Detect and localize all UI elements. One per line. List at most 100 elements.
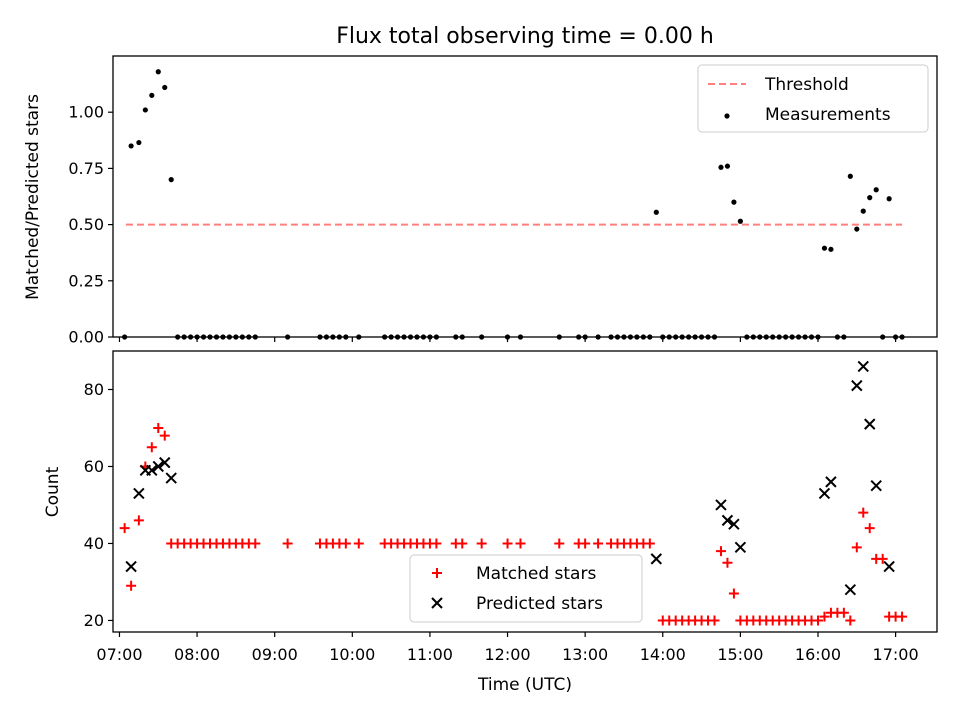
measurement-point: [867, 195, 873, 201]
predicted-star-point: [728, 518, 740, 530]
measurement-point: [860, 208, 866, 214]
measurement-point: [155, 69, 161, 75]
predicted-star-point: [715, 499, 727, 511]
measurement-point: [142, 107, 148, 113]
top-y-axis: 0.00 0.25 0.50 0.75 1.00: [68, 103, 113, 347]
chart-title: Flux total observing time = 0.00 h: [336, 24, 714, 49]
top-y-tick-label: 0.75: [68, 159, 104, 178]
bottom-y-axis-label: Count: [43, 466, 63, 517]
top-legend: Threshold Measurements: [697, 64, 929, 133]
measurement-point: [847, 173, 853, 179]
predicted-star-point: [870, 480, 882, 492]
matched-star-point: [812, 615, 823, 626]
matched-star-point: [457, 538, 468, 549]
matched-star-point: [502, 538, 513, 549]
measurement-point: [886, 196, 892, 202]
measurement-point: [873, 187, 879, 193]
bottom-x-tick-label: 14:00: [640, 645, 686, 664]
top-y-axis-label: Matched/Predicted stars: [23, 94, 43, 300]
predicted-star-point: [146, 464, 158, 477]
measurement-point: [854, 226, 860, 232]
top-x-axis: [118, 337, 897, 342]
bottom-x-tick-label: 11:00: [407, 645, 453, 664]
matched-star-point: [250, 538, 261, 549]
bottom-plot-frame: [112, 350, 938, 633]
predicted-stars-legend-label: Predicted stars: [476, 594, 603, 614]
measurement-point: [731, 199, 737, 205]
matched-stars-legend-marker: [432, 568, 442, 578]
bottom-legend-box: [409, 554, 643, 623]
bottom-x-tick-label: 10:00: [329, 645, 375, 664]
matched-star-point: [644, 538, 655, 549]
measurement-point: [737, 218, 743, 224]
measurement-points: [122, 69, 905, 340]
matched-star-point: [845, 615, 856, 626]
matched-star-point: [159, 430, 170, 441]
matched-star-point: [119, 523, 130, 534]
measurement-point: [724, 163, 731, 169]
matched-stars-points: [119, 422, 908, 626]
predicted-star-point: [159, 456, 171, 469]
bottom-x-axis-label: Time (UTC): [477, 675, 572, 695]
matched-star-point: [554, 538, 565, 549]
measurement-point: [821, 245, 828, 251]
predicted-stars-legend-marker: [431, 597, 443, 609]
matched-star-point: [146, 442, 157, 453]
top-y-tick-label: 0.00: [68, 328, 104, 347]
bottom-x-tick-label: 08:00: [174, 645, 220, 664]
predicted-stars-points: [125, 360, 895, 596]
predicted-star-point: [818, 487, 831, 500]
bottom-y-tick-label: 20: [84, 611, 104, 630]
matched-star-point: [126, 580, 137, 591]
top-plot-frame: [112, 55, 938, 338]
predicted-star-point: [721, 514, 734, 527]
matched-star-point: [709, 615, 720, 626]
measurement-point: [168, 177, 174, 183]
measurement-point: [128, 143, 134, 149]
matched-star-point: [353, 538, 364, 549]
matched-star-point: [819, 611, 830, 622]
matched-star-point: [593, 538, 604, 549]
matched-star-point: [580, 538, 591, 549]
bottom-y-tick-label: 40: [84, 534, 104, 553]
measurements-legend-marker: [724, 113, 730, 119]
matched-star-point: [728, 588, 739, 599]
measurement-point: [136, 139, 142, 146]
measurements-legend-label: Measurements: [765, 105, 891, 125]
matched-star-point: [153, 422, 164, 433]
top-y-tick-label: 1.00: [68, 103, 104, 122]
bottom-legend: Matched stars Predicted stars: [409, 554, 643, 623]
bottom-x-tick-label: 09:00: [252, 645, 298, 664]
top-panel: 0.00 0.25 0.50 0.75 1.00 Matched/Predicted s…: [23, 55, 938, 347]
matched-star-point: [715, 546, 726, 557]
predicted-star-point: [883, 560, 895, 573]
matched-star-point: [877, 553, 888, 564]
predicted-star-point: [825, 476, 837, 488]
matched-star-point: [864, 523, 875, 534]
bottom-panel: 20 40 60 80 07:00 08:00 09:00 10:00 11:00 12:00 1…: [43, 350, 938, 695]
predicted-star-point: [133, 487, 145, 500]
measurement-point: [718, 164, 724, 170]
matched-star-point: [431, 538, 442, 549]
bottom-x-tick-label: 12:00: [484, 645, 530, 664]
measurement-point: [653, 209, 659, 215]
top-legend-box: [697, 64, 929, 133]
bottom-x-tick-label: 15:00: [717, 645, 763, 664]
matched-star-point: [858, 507, 869, 518]
bottom-x-axis: 07:00 08:00 09:00 10:00 11:00 12:00 13:00 14:00…: [96, 632, 919, 664]
top-y-tick-label: 0.25: [68, 271, 104, 290]
matched-star-point: [838, 607, 849, 618]
threshold-legend-label: Threshold: [764, 75, 849, 95]
predicted-star-point: [165, 472, 177, 484]
predicted-star-point: [152, 460, 164, 473]
matched-star-point: [133, 515, 144, 526]
predicted-star-point: [851, 379, 863, 392]
bottom-y-tick-label: 60: [84, 457, 104, 476]
measurement-point: [149, 92, 155, 98]
top-y-tick-label: 0.50: [68, 215, 104, 234]
bottom-x-tick-label: 17:00: [873, 645, 919, 664]
bottom-x-tick-label: 07:00: [96, 645, 142, 664]
matched-star-point: [897, 611, 908, 622]
predicted-star-point: [650, 553, 663, 565]
